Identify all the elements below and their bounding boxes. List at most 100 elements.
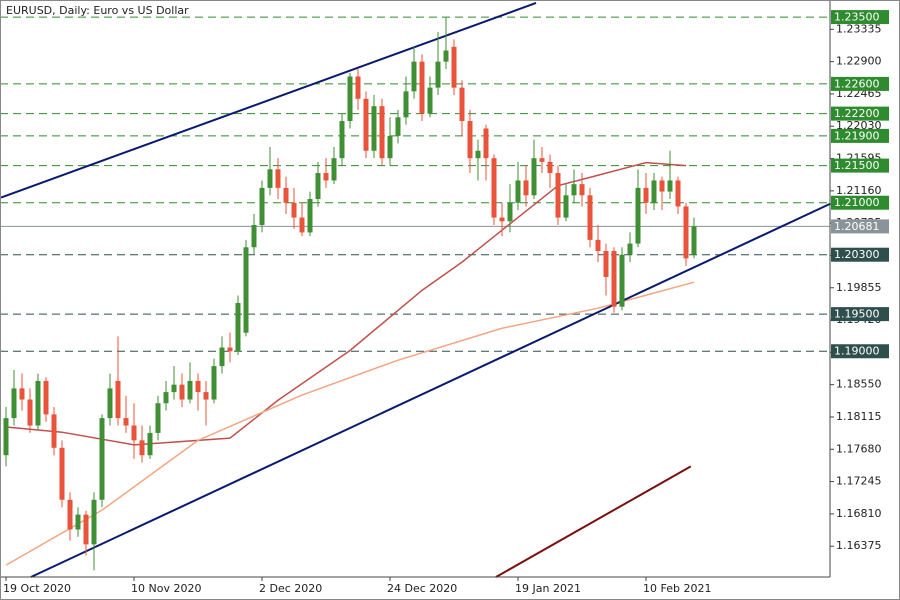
level-label: 1.22600 — [834, 77, 880, 90]
candle-body — [571, 184, 577, 196]
candle-body — [579, 184, 585, 196]
candle-body — [411, 61, 417, 92]
y-tick-label: 1.17680 — [836, 442, 882, 455]
candle-body — [515, 180, 521, 203]
candle-body — [123, 418, 129, 426]
level-box — [831, 76, 889, 91]
y-tick-label: 1.18115 — [836, 410, 882, 423]
candle-body — [267, 169, 273, 188]
candle-body — [619, 254, 625, 307]
candle-body — [11, 388, 17, 419]
candle-body — [283, 187, 289, 203]
candle-body — [91, 499, 97, 545]
candle-body — [83, 514, 89, 545]
x-tick-label: 24 Dec 2020 — [387, 582, 457, 595]
candle-body — [659, 180, 665, 192]
y-tick-label: 1.16375 — [836, 539, 882, 552]
candle-body — [371, 106, 377, 151]
level-label: 1.19000 — [834, 345, 880, 358]
level-label: 1.22200 — [834, 107, 880, 120]
candle-body — [387, 135, 393, 159]
candle-body — [451, 46, 457, 88]
candle-body — [443, 50, 449, 62]
candle-body — [323, 173, 329, 181]
candle-body — [683, 206, 689, 259]
x-tick-label: 19 Jan 2021 — [515, 582, 581, 595]
candle-body — [227, 347, 233, 352]
candle-body — [195, 380, 201, 393]
candle-body — [43, 380, 49, 415]
candle-body — [595, 239, 601, 251]
candle-body — [131, 425, 137, 441]
candle-body — [339, 121, 345, 159]
candle-body — [523, 180, 529, 196]
candle-body — [427, 87, 433, 114]
candle-body — [299, 217, 305, 233]
candle-body — [331, 158, 337, 181]
candle-body — [483, 128, 489, 159]
trendline — [30, 202, 832, 578]
candle-body — [171, 384, 177, 393]
candle-body — [667, 180, 673, 192]
candle-body — [315, 173, 321, 200]
y-tick-label: 1.19855 — [836, 281, 882, 294]
candle-body — [307, 199, 313, 233]
y-tick-label: 1.18550 — [836, 378, 882, 391]
candle-body — [435, 61, 441, 88]
candle-body — [3, 418, 9, 456]
level-box — [831, 10, 889, 25]
x-tick-label: 10 Feb 2021 — [643, 582, 711, 595]
level-label: 1.19500 — [834, 308, 880, 321]
level-box — [831, 247, 889, 262]
level-box — [831, 158, 889, 173]
candle-body — [563, 195, 569, 218]
candle-body — [379, 106, 385, 159]
candle-body — [259, 187, 265, 226]
candle-body — [275, 169, 281, 188]
trendline — [495, 465, 692, 578]
candle-body — [219, 347, 225, 367]
candle-body — [347, 76, 353, 122]
level-box — [831, 344, 889, 359]
candle-body — [475, 150, 481, 159]
y-tick-label: 1.23335 — [836, 22, 882, 35]
candle-body — [115, 380, 121, 419]
candle-body — [139, 440, 145, 456]
candle-body — [27, 399, 33, 426]
level-label: 1.21900 — [834, 129, 880, 142]
candle-body — [675, 180, 681, 207]
candle-body — [243, 247, 249, 333]
candle-body — [235, 302, 241, 352]
candle-body — [491, 158, 497, 218]
candle-body — [251, 225, 257, 248]
candle-body — [651, 180, 657, 203]
candle-body — [547, 161, 553, 174]
candle-body — [19, 388, 25, 400]
candle-body — [419, 61, 425, 114]
candle-body — [643, 187, 649, 203]
trendline — [0, 2, 537, 199]
level-label: 1.21500 — [834, 159, 880, 172]
candle-body — [403, 91, 409, 118]
candle-body — [555, 173, 561, 218]
x-tick-label: 2 Dec 2020 — [259, 582, 322, 595]
candle-body — [499, 217, 505, 222]
chart-title: EURUSD, Daily: Euro vs US Dollar — [6, 4, 189, 17]
level-label: 1.21000 — [834, 196, 880, 209]
candle-body — [59, 447, 65, 500]
candle-body — [179, 384, 185, 400]
candle-body — [395, 117, 401, 136]
candle-body — [35, 380, 41, 426]
level-box — [831, 307, 889, 322]
candle-body — [603, 250, 609, 277]
candle-body — [211, 366, 217, 400]
plot-area — [0, 2, 832, 578]
level-box — [831, 195, 889, 210]
candle-body — [147, 432, 153, 456]
candle-body — [627, 243, 633, 255]
candle-body — [467, 121, 473, 159]
candle-body — [75, 514, 81, 530]
level-label: 1.20681 — [834, 220, 880, 233]
